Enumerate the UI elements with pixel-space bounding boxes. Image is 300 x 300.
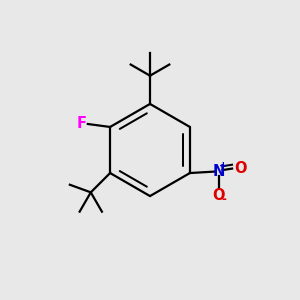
Text: O: O — [234, 161, 247, 176]
Text: -: - — [222, 193, 226, 206]
Text: +: + — [219, 161, 228, 171]
Text: F: F — [76, 116, 86, 131]
Text: N: N — [212, 164, 225, 179]
Text: O: O — [212, 188, 225, 203]
